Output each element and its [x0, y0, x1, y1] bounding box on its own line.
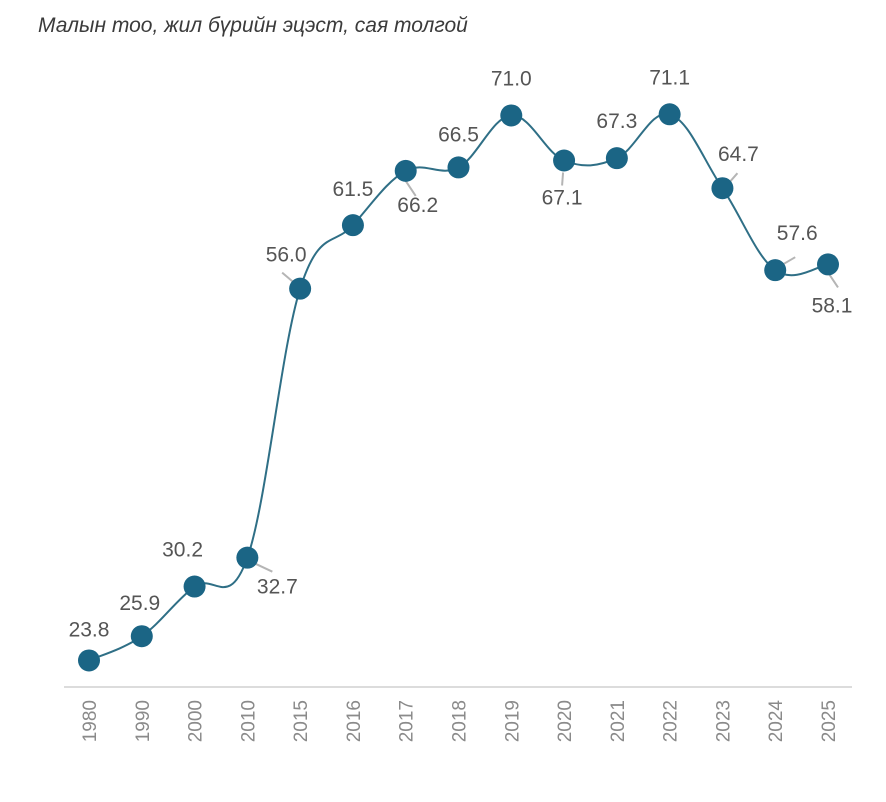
data-label: 23.8 [69, 618, 110, 641]
data-label: 61.5 [332, 178, 373, 201]
data-point [78, 649, 100, 672]
data-point [817, 253, 839, 276]
leader-line [561, 172, 565, 186]
data-point [605, 147, 628, 170]
x-tick-label: 2010 [238, 700, 259, 742]
data-label: 57.6 [777, 222, 818, 245]
x-tick-label: 2022 [661, 700, 682, 742]
x-tick-label: 2015 [291, 700, 312, 742]
data-label: 66.5 [438, 123, 479, 146]
data-point [500, 104, 523, 127]
x-tick-label: 2017 [397, 700, 418, 742]
x-tick-label: 2020 [555, 700, 576, 742]
data-label: 67.3 [596, 110, 637, 133]
leader-line [254, 562, 273, 573]
data-label: 71.1 [649, 66, 690, 89]
chart-title: Малын тоо, жил бүрийн эцэст, сая толгой [38, 14, 468, 37]
data-point [236, 546, 259, 569]
data-label: 25.9 [119, 592, 160, 615]
data-point [341, 214, 364, 237]
data-point [658, 103, 681, 126]
leader-line [404, 180, 417, 197]
data-point [183, 575, 206, 598]
x-tick-label: 1980 [80, 700, 101, 742]
data-label: 32.7 [257, 576, 298, 599]
x-tick-label: 2024 [766, 700, 787, 743]
data-point [764, 259, 787, 282]
leader-line [782, 256, 796, 266]
x-tick-label: 2000 [186, 700, 207, 742]
data-label: 67.1 [542, 186, 583, 209]
x-tick-label: 2021 [608, 700, 629, 742]
x-tick-label: 2019 [502, 700, 523, 742]
data-point [130, 625, 153, 648]
data-label: 66.2 [397, 194, 438, 217]
data-point [711, 177, 734, 200]
data-label: 56.0 [266, 244, 307, 267]
data-label: 58.1 [812, 294, 853, 317]
series-line [88, 113, 829, 662]
x-tick-label: 2016 [344, 700, 365, 742]
data-point [447, 156, 470, 179]
data-label: 64.7 [718, 143, 759, 166]
x-tick-label: 2023 [713, 700, 734, 742]
x-tick-label: 2018 [450, 700, 471, 742]
data-point [394, 159, 417, 182]
data-label: 30.2 [162, 539, 203, 562]
data-point [553, 149, 576, 172]
leader-line [729, 172, 739, 182]
x-tick-label: 2025 [819, 700, 840, 742]
data-point [289, 277, 312, 300]
x-tick-label: 1990 [133, 700, 154, 742]
data-label: 71.0 [491, 67, 532, 90]
